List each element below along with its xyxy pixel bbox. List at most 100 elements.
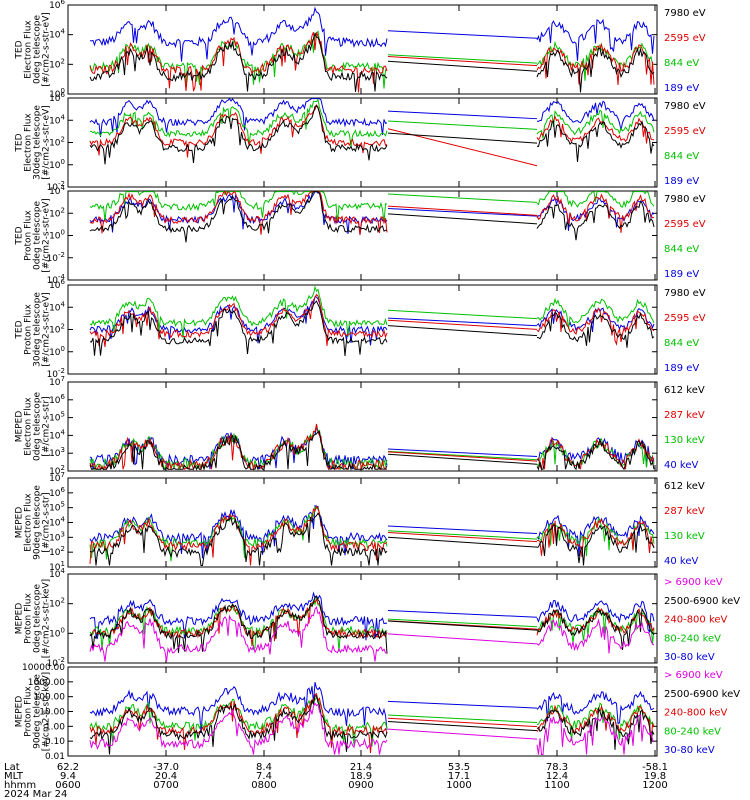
y-axis-label-line: MEPED (15, 507, 25, 539)
x-tick-label-hhmm: 0700 (153, 780, 178, 791)
y-tick-label: 10000.00 (22, 663, 65, 673)
y-axis-label-line: 30deg telescope (33, 292, 43, 367)
gap-interpolation-line (387, 633, 538, 645)
x-tick-label-mlt: 20.4 (155, 771, 177, 782)
legend-entry: 240-800 keV (664, 708, 728, 719)
x-tick-label-mlt: 12.4 (546, 771, 568, 782)
y-axis-label-line: [#/cm2-s-str-keV] (42, 672, 52, 751)
y-axis-label-line: MEPED (15, 411, 25, 443)
gap-interpolation-line (387, 213, 538, 225)
y-axis-label-line: Electron Flux (24, 397, 34, 456)
gap-interpolation-line (387, 60, 538, 72)
y-axis-label-line: 0deg telescope (33, 584, 43, 654)
series-line (89, 681, 655, 734)
x-tick-label-hhmm: 0900 (348, 780, 373, 791)
legend-entry: 844 eV (664, 244, 699, 255)
series-line (89, 105, 655, 165)
x-tick-label-hhmm: 1000 (446, 780, 471, 791)
gap-interpolation-line (387, 728, 538, 740)
y-axis-label-line: 90deg telescope (33, 674, 43, 749)
gap-interpolation-line (387, 720, 538, 732)
y-axis-label-line: 90deg telescope (33, 485, 43, 560)
y-tick-label: 104 (49, 428, 65, 441)
y-tick-label: 104 (49, 28, 65, 41)
y-axis-label-line: 0deg telescope (33, 201, 43, 271)
gap-interpolation-line (387, 30, 538, 39)
legend-entry: 2595 eV (664, 219, 706, 230)
x-tick-label-lat: -37.0 (153, 762, 179, 773)
legend-entry: 7980 eV (664, 288, 706, 299)
gap-interpolation-line (387, 132, 538, 144)
x-tick-label-lat: -58.1 (642, 762, 668, 773)
y-axis-label-line: [#/cm2-s-str-eV] (42, 198, 52, 273)
y-axis-label: TED Electron Flux 0deg telescope [#/cm2-s-s… (15, 12, 52, 87)
gap-interpolation-line (387, 525, 538, 535)
y-axis-label-line: Electron Flux (24, 493, 34, 552)
gap-interpolation-line (387, 325, 538, 337)
series-group (89, 591, 655, 662)
series-line (89, 605, 655, 662)
series-group (89, 191, 655, 243)
series-line (89, 702, 655, 755)
legend-entry: 30-80 keV (664, 652, 715, 663)
legend-entry: 40 keV (664, 556, 698, 567)
gap-interpolation-line (387, 317, 538, 327)
x-tick-label-mlt: 7.4 (256, 771, 272, 782)
legend-entry: 189 eV (664, 363, 699, 374)
gap-interpolation-line (387, 448, 538, 458)
y-axis-label-line: Electron Flux (24, 113, 34, 172)
series-line (89, 595, 655, 654)
x-tick-label-lat: 21.4 (350, 762, 372, 773)
gap-interpolation-line (387, 618, 538, 628)
y-tick-label: 0.10 (45, 737, 65, 747)
gap-interpolation-line (387, 717, 538, 728)
x-tick-label-hhmm: 1100 (544, 780, 569, 791)
y-axis-label-line: MEPED (15, 696, 25, 728)
legend-entry: 612 keV (664, 385, 705, 396)
x-tick-label-lat: 53.5 (448, 762, 470, 773)
gap-interpolation-line (387, 205, 538, 216)
y-axis-label: MEPED Proton Flux 90deg telescope [#/cm2-s-… (15, 672, 52, 751)
y-axis-label-line: TED (15, 226, 25, 245)
gap-interpolation-line (387, 56, 538, 67)
y-tick-label: 106 (49, 0, 65, 11)
y-axis-label-line: [#/cm2-s-str-eV] (42, 292, 52, 367)
y-axis-label-line: [#/cm2-s-str-keV] (42, 579, 52, 658)
x-tick-label-hhmm: 1200 (642, 780, 667, 791)
y-axis-label: MEPED Electron Flux 90deg telescope [#/cm2-… (15, 485, 52, 560)
legend-entry: 287 keV (664, 410, 705, 421)
panel-frame (67, 4, 658, 95)
gap-interpolation-line (387, 453, 538, 465)
series-group (89, 681, 655, 755)
series-line (89, 512, 655, 566)
series-line (89, 6, 655, 62)
legend-entry: 130 keV (664, 435, 705, 446)
y-axis-label-line: 0deg telescope (33, 15, 43, 85)
y-axis-label-line: Proton Flux (24, 593, 34, 644)
series-line (89, 32, 655, 93)
x-tick-label-mlt: 19.8 (644, 771, 666, 782)
legend-entry: 80-240 keV (664, 726, 721, 737)
y-tick-label: 1000.00 (28, 678, 65, 688)
y-axis-label: TED Electron Flux 30deg telescope [#/cm2-s-… (15, 105, 52, 180)
y-tick-label: 100.00 (34, 693, 66, 703)
series-group (89, 285, 655, 356)
y-tick-label: 104 (49, 300, 65, 313)
series-line (89, 191, 655, 236)
legend-entry: 189 eV (664, 269, 699, 280)
series-group (89, 423, 655, 471)
series-line (89, 32, 655, 93)
series-line (89, 98, 655, 137)
y-axis-label-line: Proton Flux (24, 210, 34, 261)
y-axis-label: TED Proton Flux 0deg telescope [#/cm2-s-str… (15, 198, 52, 273)
legend-entry: 2500-6900 keV (664, 689, 740, 700)
legend-entry: 30-80 keV (664, 745, 715, 756)
y-axis-label: MEPED Proton Flux 0deg telescope [#/cm2-s-s… (15, 579, 52, 658)
